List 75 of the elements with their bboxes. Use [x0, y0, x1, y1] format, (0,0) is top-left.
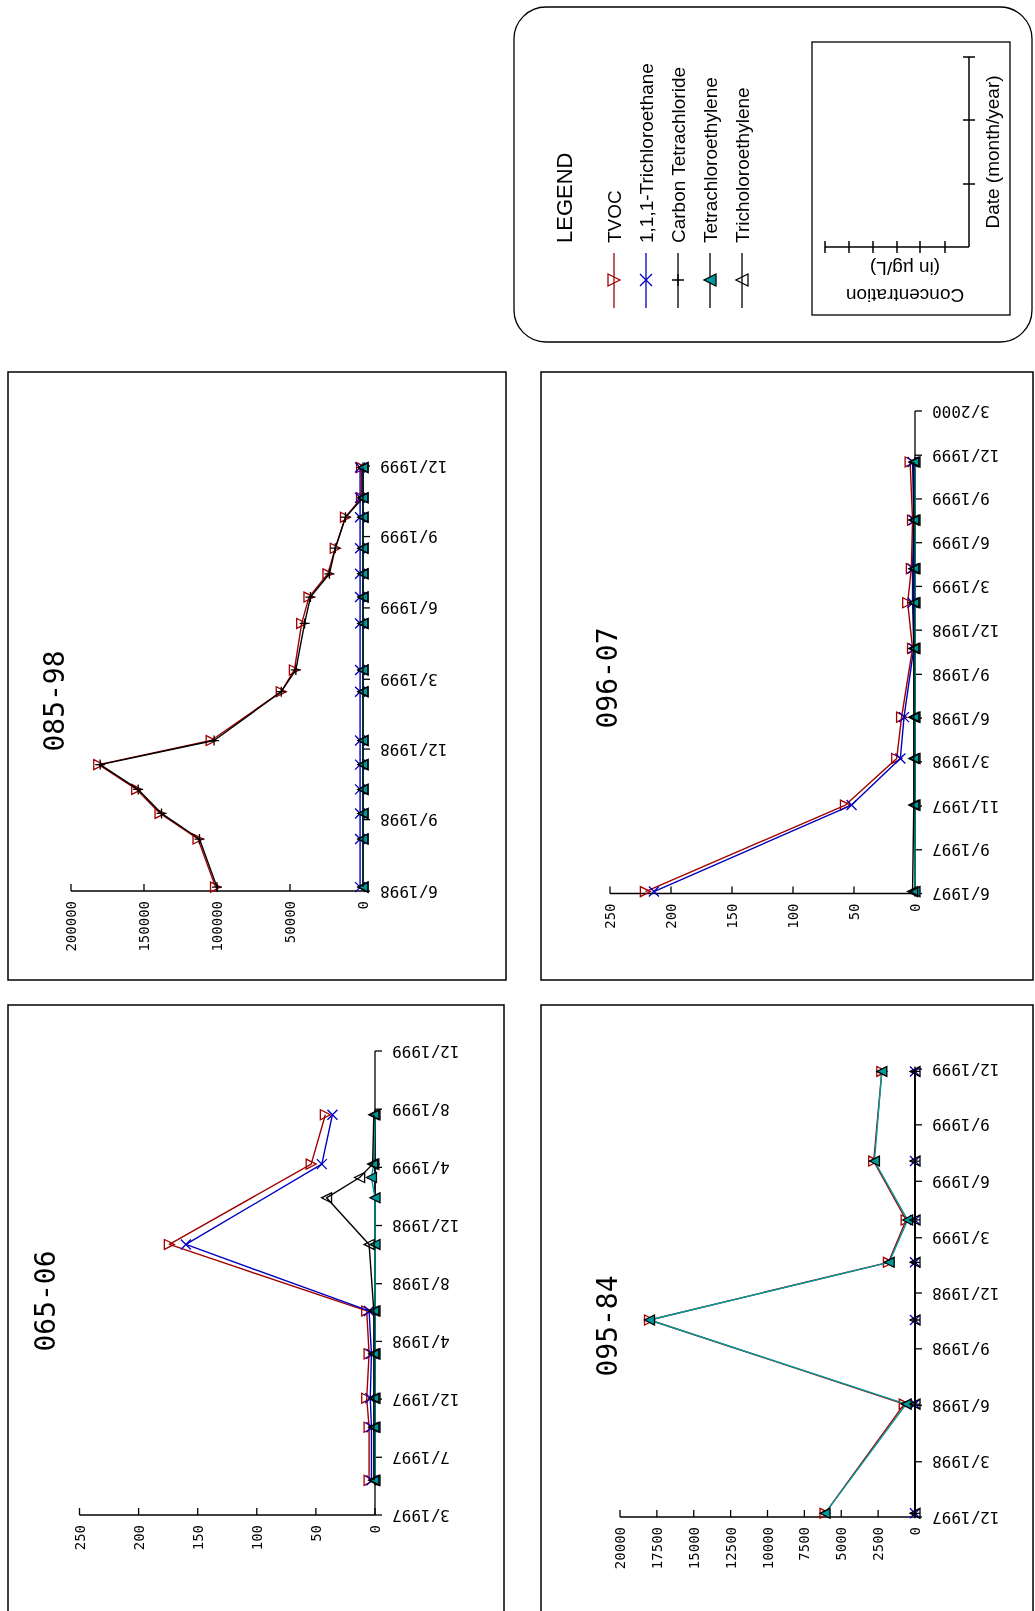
text: 1,1,1-Trichloroethane	[635, 63, 657, 243]
y-tick-label: 9/1999	[380, 527, 438, 547]
y-tick-label: 6/1999	[932, 533, 990, 553]
x-tick-label: 15000	[685, 1527, 702, 1570]
y-tick-label: 3/1998	[932, 752, 990, 772]
y-tick-label: 12/1997	[392, 1389, 460, 1409]
text: 065-06	[28, 1250, 62, 1352]
y-tick-label: 6/1998	[932, 708, 990, 728]
y-tick-label: 3/2000	[932, 401, 990, 421]
y-tick-label: 9/1998	[380, 810, 438, 830]
y-tick-label: 9/1998	[932, 664, 990, 684]
text: Date (month/year)	[981, 75, 1003, 229]
text: 096-07	[590, 627, 624, 729]
x-tick-label: 0	[907, 1527, 923, 1536]
y-tick-label: 4/1998	[392, 1331, 450, 1351]
x-tick-label: 0	[355, 901, 371, 910]
x-tick-label: 150000	[136, 901, 152, 952]
y-tick-label: 3/1999	[932, 576, 990, 596]
y-tick-label: 6/1999	[380, 598, 438, 618]
text: 085-98	[37, 650, 71, 752]
x-tick-label: 200000	[63, 901, 79, 952]
y-tick-label: 9/1999	[932, 489, 990, 509]
text: Tetrachloroethylene	[699, 77, 721, 243]
y-tick-label: 7/1997	[392, 1447, 450, 1467]
x-tick-label: 7500	[796, 1527, 813, 1561]
y-tick-label: 6/1997	[932, 884, 990, 903]
y-tick-label: 9/1997	[932, 840, 990, 860]
y-tick-label: 12/1999	[932, 445, 1000, 465]
x-tick-label: 20000	[612, 1527, 628, 1570]
x-tick-label: 100	[248, 1525, 265, 1551]
x-tick-label: 17500	[648, 1527, 665, 1570]
y-tick-label: 6/1998	[932, 1395, 990, 1415]
x-tick-label: 150	[189, 1525, 206, 1551]
x-tick-label: 100	[785, 903, 801, 929]
y-tick-label: 12/1997	[932, 1507, 1000, 1527]
y-tick-label: 12/1998	[392, 1216, 460, 1236]
y-tick-label: 12/1998	[380, 739, 448, 759]
x-tick-label: 250	[71, 1525, 88, 1551]
x-tick-label: 0	[367, 1525, 383, 1534]
y-tick-label: 12/1999	[932, 1059, 1000, 1079]
text: 095-84	[590, 1275, 624, 1377]
y-tick-label: 3/1998	[932, 1452, 990, 1472]
y-tick-label: 6/1999	[932, 1171, 990, 1191]
y-tick-label: 9/1998	[932, 1339, 990, 1359]
text: LEGEND	[551, 152, 577, 243]
x-tick-label: 150	[724, 903, 740, 929]
x-tick-label: 2500	[870, 1527, 887, 1561]
x-tick-label: 250	[602, 903, 618, 929]
x-tick-label: 0	[907, 903, 923, 912]
text: Concentration (in µg/L)	[845, 257, 965, 306]
y-tick-label: 4/1999	[392, 1157, 450, 1177]
y-tick-label: 12/1999	[392, 1041, 460, 1061]
y-tick-label: 8/1999	[392, 1099, 450, 1119]
y-tick-label: 3/1999	[932, 1228, 990, 1248]
y-tick-label: 9/1999	[932, 1115, 990, 1135]
x-tick-label: 50	[307, 1525, 324, 1542]
x-tick-label: 50	[846, 903, 862, 921]
y-tick-label: 11/1997	[932, 796, 1000, 816]
y-tick-label: 6/1998	[380, 881, 438, 901]
y-tick-label: 12/1998	[932, 620, 1000, 640]
y-tick-label: 3/1999	[380, 669, 438, 689]
x-tick-label: 12500	[722, 1527, 739, 1570]
x-tick-label: 200	[130, 1525, 147, 1551]
text: Carbon Tetrachloride	[667, 66, 689, 243]
y-tick-label: 12/1998	[932, 1283, 1000, 1303]
x-tick-label: 50000	[282, 901, 298, 944]
text: Tricholoroethylene	[731, 87, 753, 243]
y-tick-label: 3/1997	[392, 1505, 450, 1525]
x-tick-label: 100000	[209, 901, 225, 952]
x-tick-label: 5000	[833, 1527, 850, 1561]
y-tick-label: 12/1999	[380, 456, 448, 476]
x-tick-label: 10000	[759, 1527, 776, 1570]
y-tick-label: 8/1998	[392, 1274, 450, 1294]
x-tick-label: 200	[663, 903, 679, 929]
text: TVOC	[603, 190, 625, 243]
